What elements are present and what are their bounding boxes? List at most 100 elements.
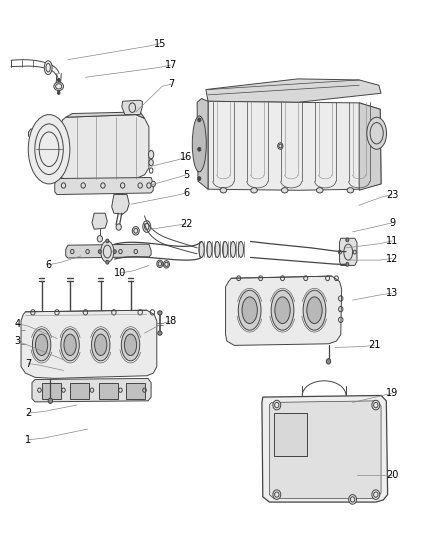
Bar — [274, 413, 307, 456]
Polygon shape — [28, 129, 70, 139]
Ellipse shape — [223, 241, 228, 257]
Ellipse shape — [198, 118, 201, 122]
Ellipse shape — [57, 91, 60, 94]
Text: 11: 11 — [386, 236, 398, 246]
Ellipse shape — [106, 239, 109, 243]
Polygon shape — [201, 99, 208, 184]
Ellipse shape — [54, 82, 64, 91]
Text: 7: 7 — [168, 79, 174, 89]
Ellipse shape — [98, 249, 102, 253]
Ellipse shape — [307, 297, 322, 324]
Polygon shape — [226, 276, 342, 345]
Text: 5: 5 — [183, 170, 189, 180]
Polygon shape — [112, 195, 129, 214]
Ellipse shape — [303, 290, 326, 330]
Text: 23: 23 — [386, 190, 398, 199]
Ellipse shape — [44, 61, 52, 75]
Text: 13: 13 — [386, 288, 398, 298]
Ellipse shape — [124, 334, 137, 356]
Ellipse shape — [316, 188, 323, 193]
Ellipse shape — [273, 490, 281, 499]
Polygon shape — [197, 99, 208, 189]
Ellipse shape — [198, 177, 201, 180]
Ellipse shape — [148, 150, 154, 159]
Ellipse shape — [113, 249, 117, 253]
Ellipse shape — [143, 221, 151, 232]
Ellipse shape — [92, 329, 110, 361]
Ellipse shape — [192, 116, 206, 172]
Text: 21: 21 — [368, 341, 381, 350]
Bar — [42, 383, 61, 399]
Ellipse shape — [281, 188, 288, 193]
Ellipse shape — [64, 334, 76, 356]
Text: 12: 12 — [386, 254, 398, 263]
Ellipse shape — [97, 236, 102, 242]
Ellipse shape — [326, 359, 331, 364]
Text: 22: 22 — [180, 219, 192, 229]
Polygon shape — [339, 238, 357, 265]
Ellipse shape — [57, 78, 60, 82]
Ellipse shape — [61, 329, 79, 361]
Ellipse shape — [32, 329, 51, 361]
Ellipse shape — [151, 181, 155, 187]
Ellipse shape — [149, 159, 153, 166]
Ellipse shape — [346, 238, 349, 241]
Ellipse shape — [199, 241, 204, 257]
Ellipse shape — [367, 117, 387, 149]
Ellipse shape — [132, 227, 139, 235]
Ellipse shape — [275, 297, 290, 324]
Ellipse shape — [121, 329, 140, 361]
Text: 6: 6 — [183, 188, 189, 198]
Ellipse shape — [220, 188, 227, 193]
Text: 20: 20 — [386, 471, 398, 480]
Text: 10: 10 — [114, 268, 127, 278]
Ellipse shape — [101, 241, 114, 262]
Ellipse shape — [158, 331, 162, 335]
Ellipse shape — [158, 311, 162, 315]
Ellipse shape — [106, 260, 109, 264]
Polygon shape — [359, 103, 381, 190]
Text: 4: 4 — [14, 319, 21, 328]
Polygon shape — [55, 177, 153, 195]
Ellipse shape — [346, 263, 349, 266]
Polygon shape — [21, 310, 157, 378]
Ellipse shape — [372, 490, 380, 499]
Text: 9: 9 — [389, 218, 395, 228]
Text: 19: 19 — [386, 389, 398, 398]
Text: 17: 17 — [165, 60, 177, 70]
Ellipse shape — [238, 290, 261, 330]
Polygon shape — [122, 100, 142, 115]
Ellipse shape — [238, 241, 244, 257]
Text: 7: 7 — [25, 359, 32, 368]
Polygon shape — [208, 101, 381, 190]
Polygon shape — [32, 378, 151, 402]
Ellipse shape — [273, 400, 281, 410]
Ellipse shape — [278, 143, 283, 149]
Ellipse shape — [48, 398, 53, 403]
Ellipse shape — [230, 241, 236, 257]
Ellipse shape — [251, 188, 257, 193]
Bar — [99, 383, 118, 399]
Ellipse shape — [116, 224, 121, 230]
Bar — [126, 383, 145, 399]
Polygon shape — [206, 79, 381, 102]
Polygon shape — [66, 244, 151, 258]
Text: 18: 18 — [165, 316, 177, 326]
Ellipse shape — [347, 188, 354, 193]
Text: 15: 15 — [154, 39, 166, 49]
Ellipse shape — [163, 261, 170, 268]
Bar — [70, 383, 89, 399]
Ellipse shape — [271, 290, 294, 330]
Polygon shape — [59, 115, 149, 181]
Polygon shape — [269, 401, 381, 498]
Ellipse shape — [198, 147, 201, 151]
Text: 16: 16 — [180, 152, 192, 162]
Ellipse shape — [349, 495, 357, 504]
Polygon shape — [66, 112, 145, 118]
Ellipse shape — [372, 400, 380, 410]
Ellipse shape — [95, 334, 107, 356]
Ellipse shape — [35, 334, 48, 356]
Ellipse shape — [242, 297, 257, 324]
Ellipse shape — [207, 241, 212, 257]
Text: 3: 3 — [14, 336, 21, 346]
